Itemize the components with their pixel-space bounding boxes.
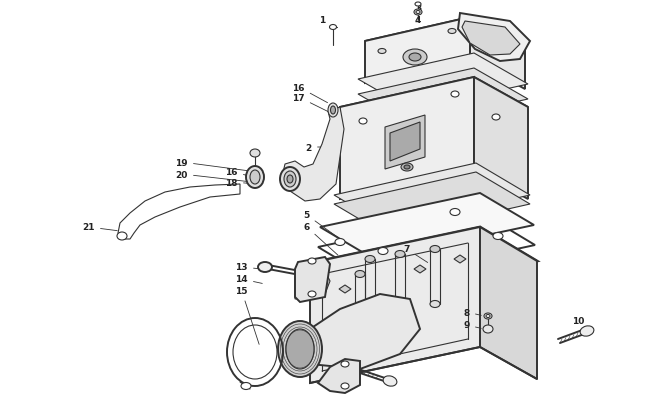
Ellipse shape [258,262,272,272]
Polygon shape [340,78,528,138]
Ellipse shape [278,321,322,377]
Text: 7: 7 [404,245,428,263]
Polygon shape [290,294,420,369]
Ellipse shape [250,171,260,185]
Ellipse shape [378,248,388,255]
Ellipse shape [403,50,427,66]
Text: 3: 3 [415,4,421,16]
Text: 18: 18 [226,178,255,187]
Polygon shape [318,213,535,280]
Ellipse shape [401,164,413,172]
Text: 2: 2 [306,143,335,152]
Polygon shape [282,108,344,202]
Text: 20: 20 [176,170,249,182]
Polygon shape [295,257,330,302]
Polygon shape [358,69,528,126]
Text: 6: 6 [304,223,338,256]
Ellipse shape [395,251,405,258]
Ellipse shape [359,119,367,125]
Ellipse shape [250,149,260,158]
Text: 21: 21 [83,223,117,232]
Text: 8: 8 [463,308,481,317]
Ellipse shape [484,313,492,319]
Ellipse shape [365,311,375,318]
Ellipse shape [409,54,421,62]
Ellipse shape [246,166,264,189]
Polygon shape [390,123,420,162]
Text: 19: 19 [176,158,247,171]
Ellipse shape [580,326,594,336]
Text: 5: 5 [304,211,338,238]
Ellipse shape [395,306,405,313]
Text: 17: 17 [292,93,330,113]
Text: 10: 10 [572,317,584,333]
Polygon shape [470,18,525,90]
Ellipse shape [355,271,365,278]
Polygon shape [295,271,330,299]
Ellipse shape [493,233,503,240]
Polygon shape [340,78,474,200]
Text: 14: 14 [235,275,263,284]
Text: 16: 16 [292,83,328,103]
Ellipse shape [284,172,296,188]
Polygon shape [334,173,530,237]
Polygon shape [414,265,426,273]
Ellipse shape [117,232,127,241]
Polygon shape [480,228,537,379]
Ellipse shape [451,92,459,98]
Text: 11: 11 [335,371,358,379]
Polygon shape [365,18,525,72]
Text: 1: 1 [319,15,331,28]
Text: 16: 16 [226,167,250,177]
Polygon shape [318,359,360,393]
Ellipse shape [341,383,349,389]
Text: 12: 12 [335,383,358,392]
Polygon shape [320,194,534,259]
Ellipse shape [241,383,251,390]
Polygon shape [365,18,470,84]
Polygon shape [458,14,530,62]
Ellipse shape [378,49,386,54]
Ellipse shape [486,315,490,318]
Ellipse shape [335,239,345,246]
Polygon shape [358,54,528,111]
Ellipse shape [383,376,397,386]
Text: 4: 4 [415,15,421,24]
Text: 9: 9 [463,321,481,330]
Ellipse shape [341,361,349,367]
Polygon shape [339,285,351,293]
Ellipse shape [328,104,338,118]
Ellipse shape [365,256,375,263]
Ellipse shape [404,166,410,170]
Ellipse shape [286,329,314,369]
Ellipse shape [430,301,440,308]
Ellipse shape [330,26,337,30]
Polygon shape [474,78,528,200]
Ellipse shape [414,10,422,16]
Polygon shape [334,164,530,228]
Ellipse shape [416,11,420,15]
Ellipse shape [483,325,493,333]
Polygon shape [462,22,520,56]
Text: 13: 13 [235,263,259,272]
Ellipse shape [492,115,500,121]
Ellipse shape [280,168,300,192]
Ellipse shape [308,258,316,264]
Ellipse shape [308,291,316,297]
Ellipse shape [415,3,421,7]
Ellipse shape [448,30,456,34]
Ellipse shape [355,316,365,323]
Polygon shape [385,116,425,170]
Ellipse shape [287,175,293,183]
Text: 15: 15 [235,287,259,345]
Polygon shape [310,228,537,297]
Ellipse shape [450,209,460,216]
Polygon shape [310,228,480,383]
Ellipse shape [430,246,440,253]
Polygon shape [454,256,466,263]
Ellipse shape [330,107,335,115]
